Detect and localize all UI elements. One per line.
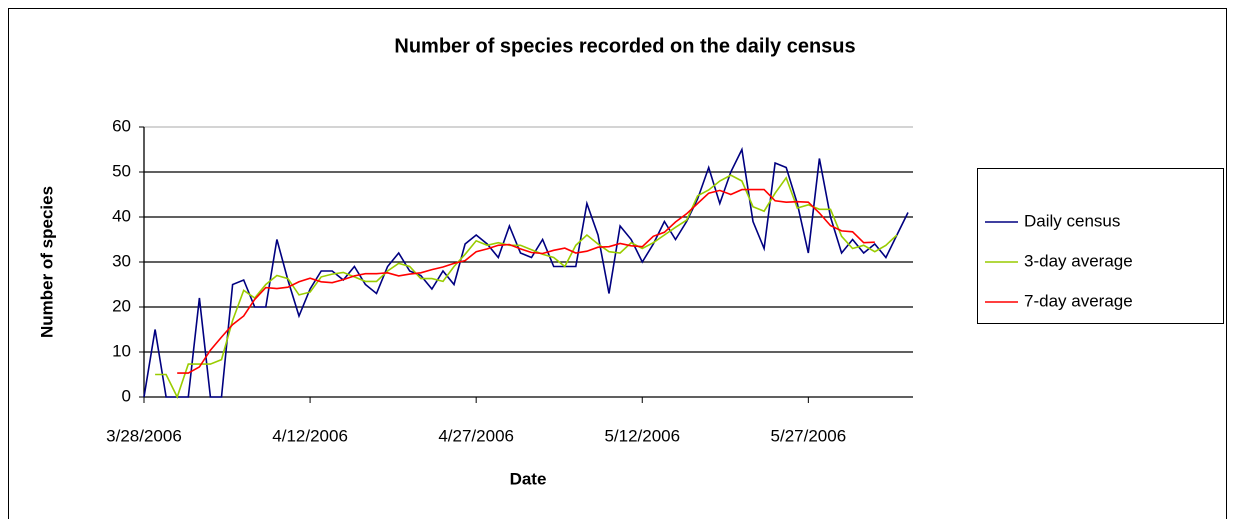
series-line bbox=[155, 174, 898, 400]
series-line bbox=[177, 188, 875, 374]
chart-title: Number of species recorded on the daily … bbox=[394, 35, 855, 57]
x-tick-label: 5/12/2006 bbox=[604, 426, 680, 445]
y-tick-label: 10 bbox=[112, 341, 131, 360]
y-tick-label: 0 bbox=[122, 386, 131, 405]
y-tick-label: 60 bbox=[112, 116, 131, 135]
legend-label: 7-day average bbox=[1024, 291, 1133, 310]
legend-label: Daily census bbox=[1024, 211, 1120, 230]
x-tick-label: 3/28/2006 bbox=[106, 426, 182, 445]
y-tick-label: 50 bbox=[112, 161, 131, 180]
series-line bbox=[143, 146, 909, 398]
legend bbox=[977, 168, 1224, 324]
x-tick-label: 5/27/2006 bbox=[771, 426, 847, 445]
legend-label: 3-day average bbox=[1024, 251, 1133, 270]
y-axis-label: Number of species bbox=[37, 186, 56, 338]
y-tick-label: 40 bbox=[112, 206, 131, 225]
x-tick-label: 4/27/2006 bbox=[438, 426, 514, 445]
x-axis-label: Date bbox=[510, 469, 547, 488]
y-tick-label: 20 bbox=[112, 296, 131, 315]
y-tick-label: 30 bbox=[112, 251, 131, 270]
x-tick-label: 4/12/2006 bbox=[272, 426, 348, 445]
